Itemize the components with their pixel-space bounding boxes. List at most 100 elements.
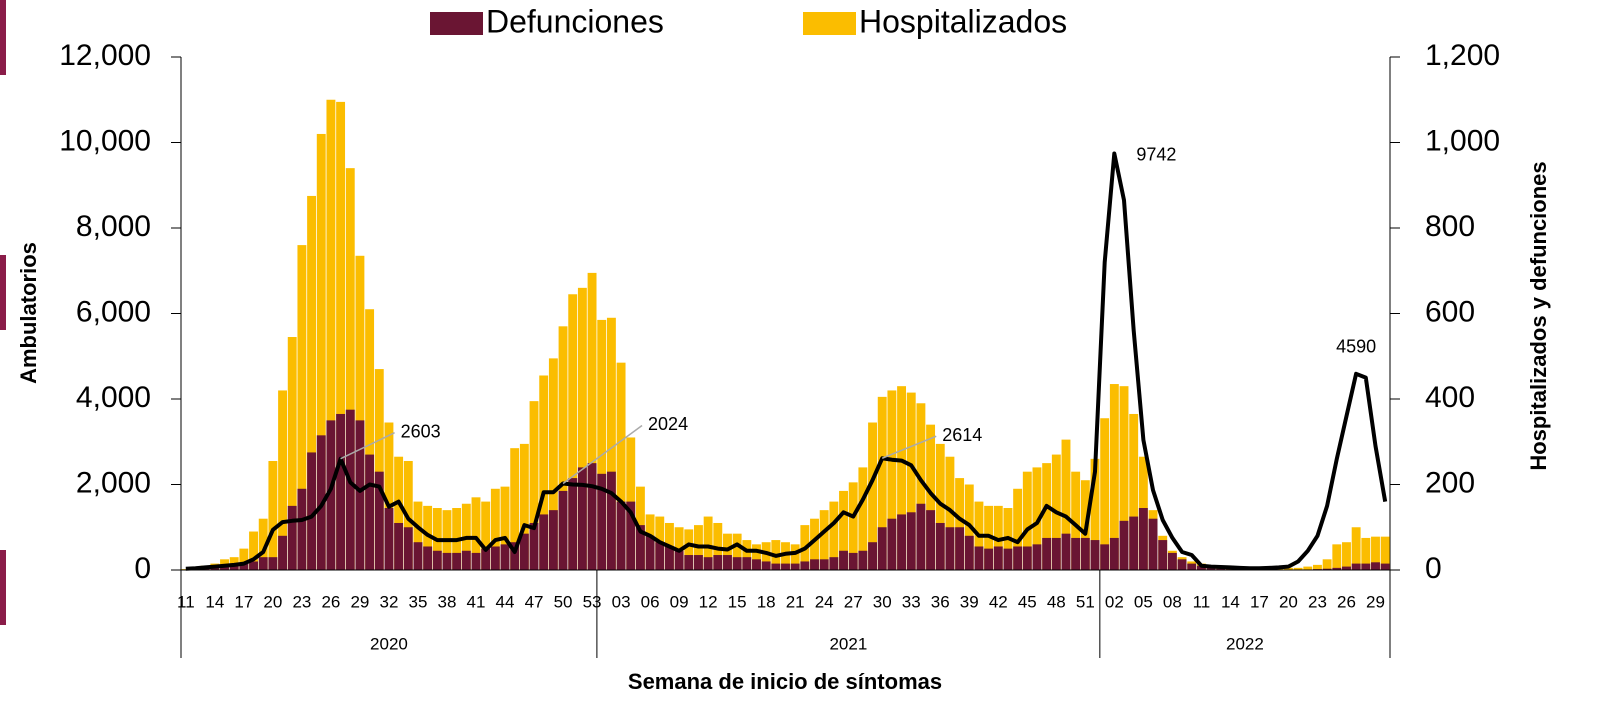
bar <box>210 567 220 570</box>
bar <box>1342 542 1351 570</box>
bar <box>258 557 268 570</box>
y2-tick-label: 1,000 <box>1425 124 1500 157</box>
y2-tick-label: 800 <box>1425 210 1475 243</box>
x-tick-label: 51 <box>1076 592 1095 611</box>
bar <box>568 294 578 570</box>
bar <box>839 490 848 570</box>
bar <box>365 454 375 570</box>
bar <box>1042 537 1052 570</box>
bar <box>674 550 684 570</box>
x-tick-label: 11 <box>177 592 195 611</box>
bar <box>1090 458 1100 570</box>
y2-tick-label: 600 <box>1425 295 1475 328</box>
x-tick-label: 48 <box>1047 592 1066 611</box>
bar <box>955 527 965 570</box>
bar <box>1380 563 1390 570</box>
y-tick-label: 2,000 <box>76 466 151 499</box>
bar <box>1022 546 1032 570</box>
bar <box>1332 567 1342 570</box>
bar <box>1177 559 1187 570</box>
bar <box>606 317 616 570</box>
bar <box>577 467 587 570</box>
bar <box>258 518 268 570</box>
x-tick-label: 02 <box>1105 592 1124 611</box>
bar <box>713 555 723 570</box>
bar <box>316 133 326 570</box>
bar <box>587 463 597 570</box>
bar <box>810 559 819 570</box>
bar <box>1216 568 1226 570</box>
bar <box>287 337 297 570</box>
x-tick-label: 09 <box>670 592 689 611</box>
data-label: 2024 <box>648 414 688 434</box>
bar <box>1051 537 1061 570</box>
decoration <box>0 0 6 75</box>
x-tick-label: 29 <box>1366 592 1385 611</box>
x-tick-label: 23 <box>292 592 311 611</box>
x-tick-label: 06 <box>641 592 660 611</box>
bar <box>916 403 926 570</box>
bar <box>984 548 994 570</box>
bar <box>945 527 955 570</box>
y-tick-label: 0 <box>134 552 151 585</box>
y-tick-label: 6,000 <box>76 295 151 328</box>
bar <box>761 561 771 570</box>
bar <box>355 420 365 570</box>
bar <box>365 309 375 570</box>
bar <box>655 542 665 570</box>
legend-label: Defunciones <box>486 3 664 39</box>
leader-line <box>340 432 395 460</box>
bar <box>1071 471 1081 570</box>
bar <box>742 540 752 570</box>
bar <box>752 544 761 570</box>
bar <box>781 542 790 570</box>
bar <box>684 529 694 570</box>
bar <box>1100 418 1110 570</box>
x-tick-label: 20 <box>263 592 282 611</box>
x-group-label: 2021 <box>829 634 867 653</box>
bar <box>868 422 877 570</box>
y-tick-label: 10,000 <box>59 124 151 157</box>
y-axis-title: Ambulatorios <box>16 242 41 384</box>
x-tick-label: 12 <box>699 592 718 611</box>
x-tick-label: 05 <box>1134 592 1153 611</box>
bar <box>790 544 800 570</box>
bar <box>887 390 897 570</box>
bar <box>220 566 229 570</box>
bar <box>481 501 491 570</box>
bar <box>1109 384 1119 570</box>
y2-axis-title: Hospitalizados y defunciones <box>1526 161 1551 470</box>
bar <box>858 467 868 570</box>
x-tick-label: 35 <box>409 592 428 611</box>
bar <box>432 550 442 570</box>
bar <box>1158 540 1168 570</box>
bar <box>839 550 848 570</box>
bar <box>539 514 549 570</box>
y2-tick-label: 400 <box>1425 381 1475 414</box>
bar <box>645 535 655 570</box>
legend-label: Hospitalizados <box>859 3 1067 39</box>
bar <box>413 501 423 570</box>
bar <box>471 497 481 570</box>
bar <box>577 287 587 570</box>
bar <box>278 535 288 570</box>
bar <box>1148 518 1158 570</box>
bar <box>394 522 404 570</box>
x-tick-label: 53 <box>583 592 602 611</box>
bar <box>548 358 558 570</box>
bar <box>732 533 742 570</box>
bar <box>384 422 394 570</box>
bar <box>1283 567 1293 570</box>
bar <box>1380 536 1390 570</box>
bar <box>897 514 907 570</box>
bar <box>297 488 307 570</box>
bar <box>848 482 858 570</box>
bar <box>336 413 346 570</box>
bar <box>461 550 471 570</box>
x-tick-label: 50 <box>554 592 573 611</box>
bar <box>1303 566 1313 570</box>
bar <box>558 490 568 570</box>
bar <box>829 557 839 570</box>
bar <box>771 563 781 570</box>
x-tick-label: 23 <box>1308 592 1327 611</box>
